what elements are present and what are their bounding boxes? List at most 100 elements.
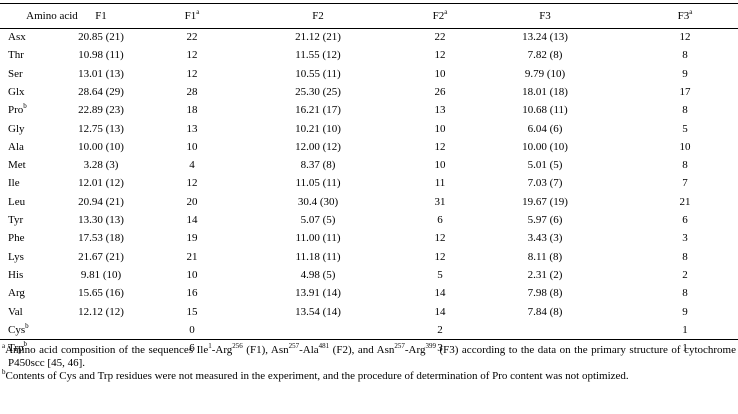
column-header: F3a: [678, 9, 693, 23]
column-header-text: F3: [539, 10, 551, 22]
table-cell: 1: [682, 342, 688, 355]
row-label: Asx: [8, 30, 26, 44]
table-cell: 12: [679, 31, 691, 43]
table-cell: 12.12 (12): [78, 305, 124, 318]
footnote-sup: 399: [425, 342, 436, 350]
row-label-text: Thr: [8, 49, 24, 62]
column-header-sup: a: [689, 8, 693, 16]
table-cell: 7: [682, 177, 688, 190]
table-cell: 10.21 (10): [295, 122, 341, 135]
header-rule: [0, 28, 738, 29]
row-label: Lys: [8, 250, 24, 264]
table-cell: 14: [434, 287, 446, 300]
footnote-sup: 256: [232, 342, 243, 350]
footnote-sup: 481: [318, 342, 330, 350]
table-cell: 21: [186, 250, 198, 263]
column-header: Amino acid: [26, 9, 78, 23]
table-cell: 10: [679, 140, 691, 153]
footnote-sup: 1: [208, 342, 212, 350]
table-cell: 13.91 (14): [295, 287, 341, 300]
table-cell: 10: [434, 122, 446, 135]
table-cell: 12: [434, 232, 446, 245]
table-cell: 3: [682, 232, 688, 245]
footnote-text: (F2), and Asn: [329, 344, 395, 356]
row-label: His: [8, 268, 23, 282]
row-label-text: Ala: [8, 140, 24, 153]
footnote-text: Amino acid composition of the sequences …: [5, 344, 209, 356]
table-cell: 10.00 (10): [78, 140, 124, 153]
table-cell: 13.30 (13): [78, 214, 124, 226]
table-cell: 12: [186, 67, 198, 80]
table-cell: 6.04 (6): [527, 122, 563, 135]
table-cell: 25.30 (25): [295, 85, 341, 98]
table-cell: 8.11 (8): [527, 250, 563, 263]
row-label-text: Cys: [8, 323, 26, 336]
table-cell: 18.01 (18): [522, 85, 568, 98]
table-cell: 16.21 (17): [295, 104, 341, 117]
table-cell: 6: [437, 214, 443, 226]
table-cell: 4.98 (5): [300, 268, 336, 281]
row-label-text: Met: [8, 159, 26, 172]
row-label-sup: b: [23, 340, 28, 349]
table-cell: 8: [682, 250, 688, 263]
table-cell: 8.37 (8): [300, 159, 336, 172]
table-cell: 8: [682, 104, 688, 117]
table-cell: 18: [186, 104, 198, 117]
table-cell: 15.65 (16): [78, 287, 124, 300]
table-cell: 10: [434, 67, 446, 80]
row-label-text: Glx: [8, 85, 25, 98]
footnote-sup: 257: [394, 342, 405, 350]
table-cell: 11.05 (11): [295, 177, 341, 190]
row-label-text: Tyr: [8, 214, 24, 226]
table-cell: 30.4 (30): [297, 195, 339, 208]
table-cell: 13.54 (14): [295, 305, 341, 318]
table-cell: 12: [186, 49, 198, 62]
row-label: Ala: [8, 140, 24, 154]
table-cell: 12: [434, 49, 446, 62]
column-header-text: F3: [677, 10, 690, 22]
table-cell: 12: [186, 177, 198, 190]
table-cell: 12.00 (12): [295, 140, 341, 153]
row-label-text: Gly: [8, 122, 25, 135]
table-cell: 7.03 (7): [527, 177, 563, 190]
column-header-text: F1: [95, 10, 107, 22]
table-cell: 21.67 (21): [78, 250, 124, 263]
table-cell: 3.43 (3): [527, 232, 563, 245]
footnote-text: -Arg: [211, 344, 233, 356]
table-cell: 7.82 (8): [527, 49, 563, 62]
table-cell: 11.00 (11): [295, 232, 341, 245]
table-cell: 21.12 (21): [295, 31, 341, 43]
table-cell: 11: [434, 177, 446, 190]
table-cell: 13: [186, 122, 198, 135]
footnote-mark: b: [2, 368, 6, 376]
row-label-text: Leu: [8, 195, 26, 208]
table-cell: 6: [682, 214, 688, 226]
table-cell: 14: [434, 305, 446, 318]
table-cell: 5.01 (5): [527, 159, 563, 172]
footnote-text: (F1), Asn: [242, 344, 289, 356]
table-cell: 5: [682, 122, 688, 135]
table-cell: 22.89 (23): [78, 104, 124, 117]
table-cell: 20: [186, 195, 198, 208]
table-cell: 6: [189, 342, 195, 355]
row-label-text: Ile: [8, 177, 20, 190]
row-label: Met: [8, 158, 26, 172]
row-label: Glx: [8, 85, 25, 99]
row-label-sup: b: [23, 102, 27, 111]
row-label: Thr: [8, 48, 24, 62]
table-cell: 12: [434, 140, 446, 153]
column-header-text: Amino acid: [26, 10, 78, 22]
table-cell: 10: [186, 268, 198, 281]
footnote: aAmino acid composition of the sequences…: [2, 342, 736, 370]
table-cell: 13: [434, 104, 446, 117]
row-label-text: Phe: [8, 232, 25, 245]
table-cell: 3.28 (3): [83, 159, 119, 172]
table-cell: 8: [682, 287, 688, 300]
column-header: F2: [312, 9, 324, 23]
row-label: Tyr: [8, 213, 23, 227]
table-cell: 28: [186, 85, 198, 98]
column-header-sup: a: [196, 8, 200, 16]
column-header-text: F2: [312, 10, 324, 22]
row-label-text: His: [8, 268, 24, 281]
row-label-text: Ser: [8, 67, 23, 80]
